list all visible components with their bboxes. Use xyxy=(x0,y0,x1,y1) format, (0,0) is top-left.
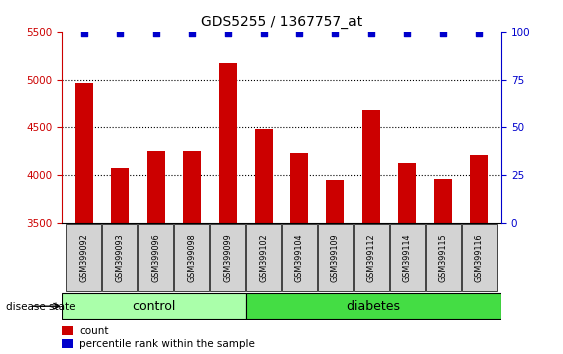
Point xyxy=(223,30,232,36)
FancyBboxPatch shape xyxy=(282,224,317,291)
Point xyxy=(331,30,340,36)
Text: control: control xyxy=(132,300,176,313)
Bar xyxy=(399,163,417,223)
FancyBboxPatch shape xyxy=(210,224,245,291)
Bar xyxy=(254,129,272,223)
FancyBboxPatch shape xyxy=(354,224,389,291)
FancyBboxPatch shape xyxy=(318,224,353,291)
FancyBboxPatch shape xyxy=(138,224,173,291)
Bar xyxy=(471,155,489,223)
Bar xyxy=(62,339,73,348)
FancyBboxPatch shape xyxy=(66,224,101,291)
Point xyxy=(439,30,448,36)
Text: GSM399104: GSM399104 xyxy=(295,233,304,282)
Bar xyxy=(62,326,73,335)
FancyBboxPatch shape xyxy=(426,224,461,291)
Bar xyxy=(291,153,309,223)
Text: GSM399096: GSM399096 xyxy=(151,233,160,282)
FancyBboxPatch shape xyxy=(174,224,209,291)
Bar xyxy=(327,180,345,223)
Title: GDS5255 / 1367757_at: GDS5255 / 1367757_at xyxy=(201,16,362,29)
Text: GSM399109: GSM399109 xyxy=(331,233,340,282)
Bar xyxy=(110,167,128,223)
Text: GSM399114: GSM399114 xyxy=(403,233,412,282)
Bar xyxy=(182,152,200,223)
Text: count: count xyxy=(79,326,109,336)
Point xyxy=(259,30,268,36)
FancyBboxPatch shape xyxy=(102,224,137,291)
Text: GSM399116: GSM399116 xyxy=(475,233,484,282)
Bar xyxy=(146,152,164,223)
FancyBboxPatch shape xyxy=(62,293,245,319)
FancyBboxPatch shape xyxy=(390,224,425,291)
Text: GSM399112: GSM399112 xyxy=(367,233,376,282)
Point xyxy=(187,30,196,36)
Text: GSM399102: GSM399102 xyxy=(259,233,268,282)
Point xyxy=(295,30,304,36)
FancyBboxPatch shape xyxy=(246,224,281,291)
Bar xyxy=(435,179,453,223)
Text: percentile rank within the sample: percentile rank within the sample xyxy=(79,339,256,349)
Point xyxy=(115,30,124,36)
Text: disease state: disease state xyxy=(6,302,75,312)
Bar xyxy=(363,110,381,223)
Text: GSM399099: GSM399099 xyxy=(223,233,232,282)
Point xyxy=(79,30,88,36)
Bar xyxy=(74,82,92,223)
Text: GSM399092: GSM399092 xyxy=(79,233,88,282)
Text: GSM399093: GSM399093 xyxy=(115,233,124,282)
FancyBboxPatch shape xyxy=(245,293,501,319)
Point xyxy=(475,30,484,36)
FancyBboxPatch shape xyxy=(462,224,497,291)
Text: GSM399098: GSM399098 xyxy=(187,233,196,282)
Point xyxy=(367,30,376,36)
Point xyxy=(151,30,160,36)
Text: diabetes: diabetes xyxy=(346,300,400,313)
Bar xyxy=(218,63,236,223)
Text: GSM399115: GSM399115 xyxy=(439,233,448,282)
Point xyxy=(403,30,412,36)
